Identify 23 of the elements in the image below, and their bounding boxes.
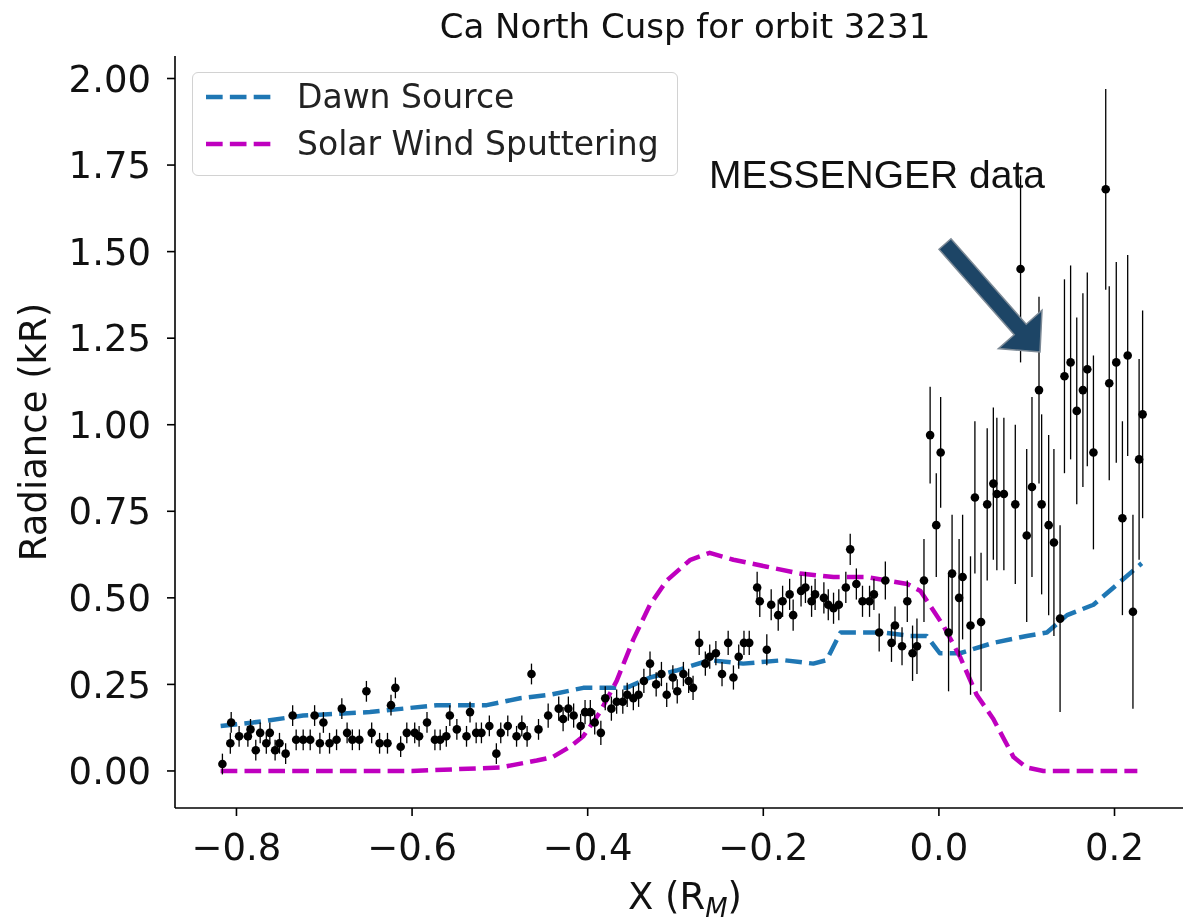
y-axis-title: Radiance (kR)	[12, 301, 56, 564]
y-tick-label: 0.25	[68, 663, 151, 707]
y-tick-label: 1.75	[68, 144, 151, 188]
y-tick-label: 0.50	[68, 576, 151, 620]
y-tick-label: 1.00	[68, 403, 151, 447]
x-tick-label: 0.0	[909, 826, 969, 870]
x-tick-label: −0.6	[367, 826, 457, 870]
y-tick-label: 0.00	[68, 750, 151, 794]
y-tick-label: 1.25	[68, 317, 151, 361]
legend-label: Solar Wind Sputtering	[297, 123, 659, 163]
y-tick-label: 0.75	[68, 490, 151, 534]
annotation: MESSENGER data	[709, 153, 1045, 197]
x-tick-label: 0.2	[1085, 826, 1144, 870]
line-series	[218, 550, 1140, 774]
x-tick-label: −0.8	[191, 826, 282, 870]
legend-label: Dawn Source	[297, 76, 515, 116]
x-tick-label: −0.2	[718, 826, 809, 870]
x-tick-label: −0.4	[542, 826, 633, 870]
y-tick-label: 1.50	[68, 230, 151, 274]
y-tick-label: 2.00	[68, 57, 151, 101]
chart-title: Ca North Cusp for orbit 3231	[438, 6, 932, 46]
line-series	[218, 560, 1144, 729]
x-axis-title: X (R$_{M}$)	[626, 875, 743, 917]
